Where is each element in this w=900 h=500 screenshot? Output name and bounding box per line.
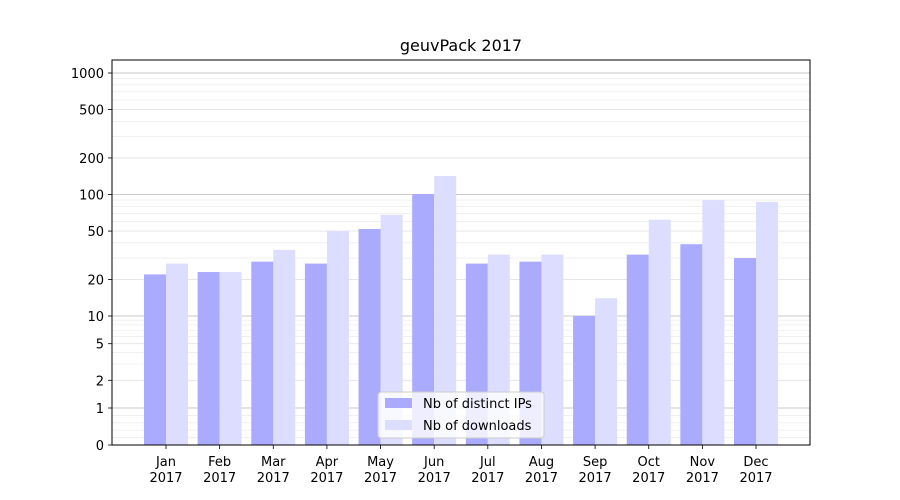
x-tick-label: Jul 2017 bbox=[471, 455, 504, 486]
bar-distinct-ips bbox=[680, 244, 703, 445]
bar-downloads bbox=[219, 272, 242, 445]
plot-frame bbox=[111, 59, 811, 446]
bar-downloads bbox=[648, 219, 671, 445]
y-tick-label: 10 bbox=[87, 310, 104, 325]
y-tick-label: 0 bbox=[96, 439, 104, 454]
chart-title: geuvPack 2017 bbox=[400, 36, 522, 55]
y-tick-label: 200 bbox=[79, 152, 104, 167]
x-tick-label: Oct 2017 bbox=[632, 455, 665, 486]
bar-downloads bbox=[541, 254, 564, 445]
x-tick-label: Jan 2017 bbox=[149, 455, 182, 486]
bar-distinct-ips bbox=[251, 261, 274, 445]
bar-distinct-ips bbox=[734, 258, 756, 445]
bar-downloads bbox=[595, 298, 618, 445]
legend-label-downloads: Nb of downloads bbox=[423, 419, 532, 434]
x-tick-label: Mar 2017 bbox=[257, 455, 290, 486]
legend-swatch-ips bbox=[385, 398, 412, 408]
legend: Nb of distinct IPs Nb of downloads bbox=[377, 391, 545, 439]
legend-swatch-downloads bbox=[385, 420, 412, 430]
bar-downloads bbox=[756, 201, 778, 445]
y-tick-label: 2 bbox=[96, 374, 104, 389]
y-tick-label: 50 bbox=[87, 225, 104, 240]
legend-box bbox=[377, 391, 545, 439]
bar-distinct-ips bbox=[412, 193, 435, 445]
y-tick-label: 20 bbox=[87, 273, 104, 288]
bar-downloads bbox=[326, 231, 349, 445]
bar-downloads bbox=[380, 214, 403, 445]
bar-downloads bbox=[273, 249, 296, 445]
bar-downloads bbox=[702, 200, 725, 445]
legend-label-ips: Nb of distinct IPs bbox=[423, 397, 532, 412]
x-tick-label: Sep 2017 bbox=[579, 455, 612, 486]
y-tick-label: 1 bbox=[96, 402, 104, 417]
bar-distinct-ips bbox=[304, 263, 327, 445]
bar-distinct-ips bbox=[197, 272, 220, 445]
x-tick-label: Feb 2017 bbox=[203, 455, 236, 486]
x-tick-label: Dec 2017 bbox=[739, 455, 772, 486]
y-tick-label: 500 bbox=[79, 104, 104, 119]
x-axis: Jan 2017 Feb 2017 Mar 2017 Apr 2017 May 2017 Jun 20… bbox=[149, 445, 773, 486]
x-tick-label: Nov 2017 bbox=[686, 455, 719, 486]
y-tick-label: 1000 bbox=[71, 67, 104, 82]
y-tick-label: 5 bbox=[96, 338, 104, 353]
x-tick-label: Aug 2017 bbox=[525, 455, 558, 486]
x-tick-label: May 2017 bbox=[364, 455, 397, 486]
bar-downloads bbox=[434, 175, 457, 446]
x-tick-label: Jun 2017 bbox=[418, 455, 451, 486]
y-axis: 0 1 2 5 10 20 50 100 200 500 1000 bbox=[71, 67, 112, 454]
bar-distinct-ips bbox=[626, 254, 649, 445]
bar-distinct-ips bbox=[573, 316, 596, 445]
x-tick-label: Apr 2017 bbox=[310, 455, 343, 486]
y-tick-label: 100 bbox=[79, 189, 104, 204]
bar-downloads bbox=[166, 263, 188, 445]
bar-distinct-ips bbox=[144, 274, 166, 445]
bar-distinct-ips bbox=[358, 229, 381, 445]
